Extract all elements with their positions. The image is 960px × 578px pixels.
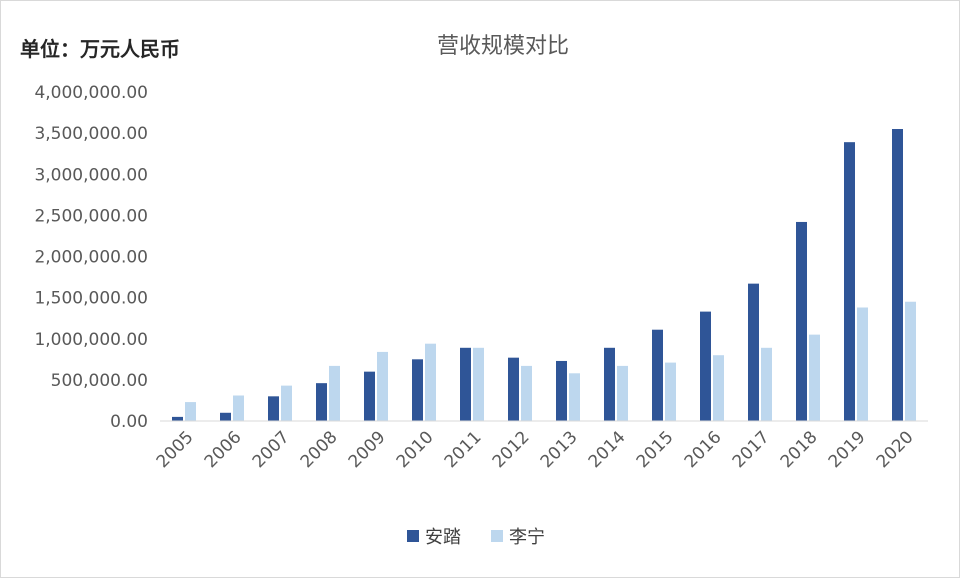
x-tick-label: 2017 (729, 427, 774, 472)
x-tick-label: 2014 (585, 427, 630, 472)
x-axis: 2005 2006 2007 2008 2009 2010 2011 2012 2013 2014… (153, 427, 918, 472)
bar-lining-2014 (617, 365, 628, 421)
bar-anta-2015 (652, 329, 663, 421)
legend-label: 安踏 (425, 527, 461, 548)
y-tick-label: 500,000.00 (51, 371, 148, 391)
x-tick-label: 2008 (297, 427, 342, 472)
bar-anta-2017 (748, 283, 759, 421)
bar-anta-2007 (268, 396, 279, 421)
x-tick-label: 2009 (345, 427, 390, 472)
bar-lining-2010 (425, 343, 436, 421)
bar-lining-2016 (713, 355, 724, 421)
bar-anta-2020 (892, 129, 903, 421)
y-tick-label: 1,000,000.00 (34, 330, 148, 350)
x-tick-label: 2010 (393, 427, 438, 472)
bar-lining-2015 (665, 362, 676, 421)
bar-anta-2009 (364, 371, 375, 421)
bar-anta-2016 (700, 311, 711, 421)
bar-anta-2011 (460, 347, 471, 421)
y-tick-label: 3,000,000.00 (34, 165, 148, 185)
y-tick-label: 4,000,000.00 (34, 83, 148, 103)
bar-lining-2018 (809, 334, 820, 421)
legend-swatch (491, 530, 503, 542)
bar-anta-2014 (604, 347, 615, 421)
bar-lining-2012 (521, 365, 532, 421)
bar-lining-2020 (905, 301, 916, 421)
bar-anta-2018 (796, 221, 807, 421)
x-tick-label: 2005 (153, 427, 198, 472)
x-tick-label: 2019 (825, 427, 870, 472)
x-tick-label: 2016 (681, 427, 726, 472)
x-tick-label: 2013 (537, 427, 582, 472)
x-tick-label: 2012 (489, 427, 534, 472)
bar-anta-2006 (220, 412, 231, 421)
bar-anta-2013 (556, 360, 567, 421)
bar-anta-2012 (508, 357, 519, 421)
bar-lining-2011 (473, 347, 484, 421)
x-tick-label: 2020 (873, 427, 918, 472)
y-tick-label: 2,000,000.00 (34, 248, 148, 268)
x-tick-label: 2018 (777, 427, 822, 472)
chart-title: 营收规模对比 (437, 34, 569, 59)
y-tick-label: 2,500,000.00 (34, 206, 148, 226)
x-tick-label: 2011 (441, 427, 486, 472)
y-tick-label: 1,500,000.00 (34, 289, 148, 309)
x-tick-label: 2015 (633, 427, 678, 472)
bar-lining-2006 (233, 395, 244, 421)
bar-lining-2017 (761, 347, 772, 421)
bar-anta-2008 (316, 383, 327, 421)
bar-lining-2009 (377, 351, 388, 421)
bars-group (172, 129, 916, 422)
bar-lining-2008 (329, 365, 340, 421)
bar-lining-2019 (857, 307, 868, 421)
bar-lining-2005 (185, 402, 196, 421)
x-tick-label: 2007 (249, 427, 294, 472)
y-axis: 0.00 500,000.00 1,000,000.00 1,500,000.00 2,… (34, 83, 148, 432)
bar-lining-2007 (281, 385, 292, 421)
x-tick-label: 2006 (201, 427, 246, 472)
y-tick-label: 0.00 (110, 412, 148, 432)
legend: 安踏 李宁 (407, 527, 545, 548)
bar-anta-2019 (844, 142, 855, 422)
y-tick-label: 3,500,000.00 (34, 124, 148, 144)
bar-anta-2005 (172, 416, 183, 421)
bar-anta-2010 (412, 359, 423, 421)
bar-lining-2013 (569, 373, 580, 421)
unit-label: 单位：万元人民币 (20, 37, 180, 61)
legend-label: 李宁 (509, 527, 545, 548)
legend-swatch (407, 530, 419, 542)
